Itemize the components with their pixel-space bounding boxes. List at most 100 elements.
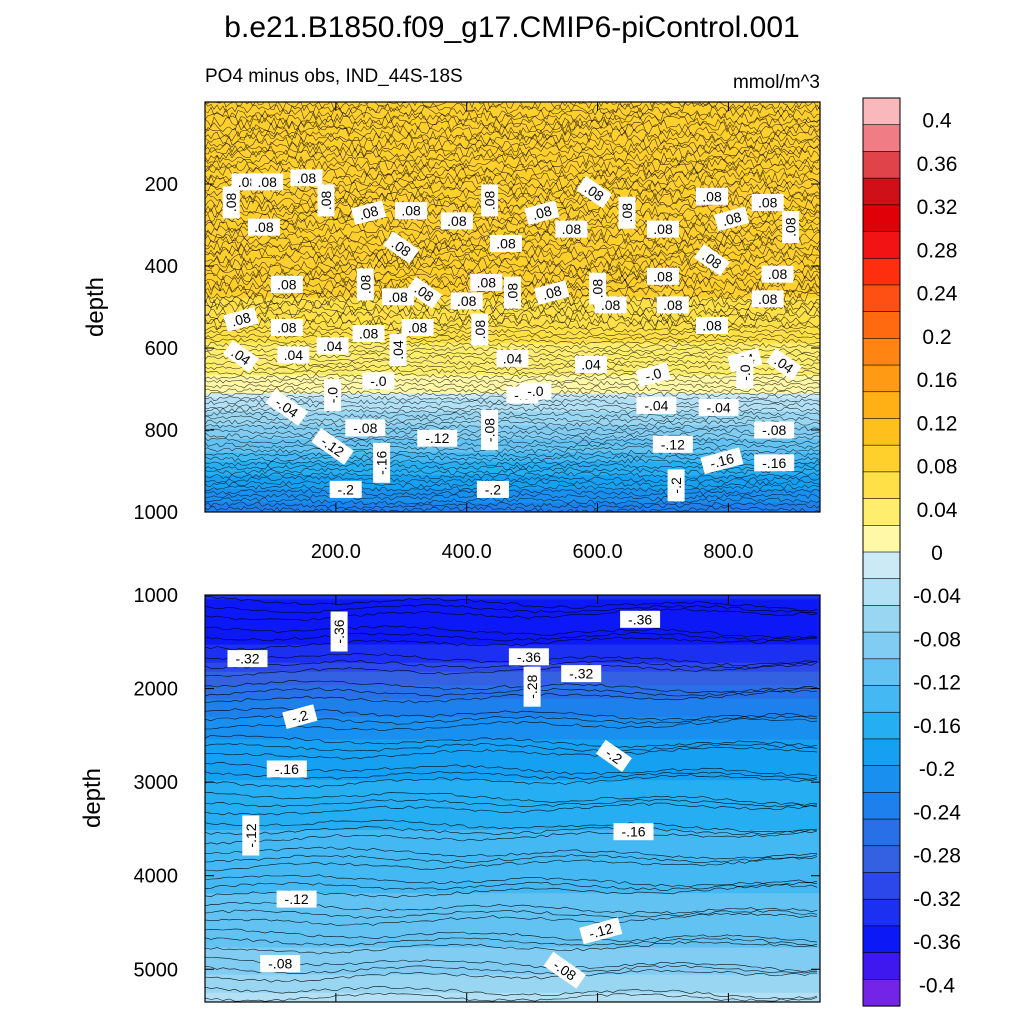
lower-contour-line xyxy=(205,985,818,1000)
lower-contour-line xyxy=(205,798,818,808)
upper-contour-label: -.0 xyxy=(362,372,395,390)
upper-contour-label: .08 xyxy=(504,276,521,309)
svg-text:-.32: -.32 xyxy=(235,651,259,667)
colorbar-tick-label: -0.04 xyxy=(913,585,961,608)
lower-depth-band xyxy=(205,811,820,817)
lower-contour-line xyxy=(205,771,818,780)
upper-y-axis-label: depth xyxy=(82,277,109,337)
lower-depth-band xyxy=(205,879,820,885)
lower-depth-band xyxy=(205,970,820,976)
upper-depth-band xyxy=(205,256,820,262)
lower-contour-line xyxy=(205,636,818,650)
upper-contour-line xyxy=(205,445,820,454)
lower-depth-band xyxy=(205,744,820,750)
svg-text:-.16: -.16 xyxy=(708,450,736,472)
colorbar-segment xyxy=(862,952,901,980)
svg-text:-.0: -.0 xyxy=(325,387,341,404)
svg-text:-.08: -.08 xyxy=(268,956,292,972)
upper-depth-band xyxy=(205,183,820,189)
lower-depth-band xyxy=(205,852,820,858)
upper-panel: 200.0 400.0 600.0 800.0 200 400 600 800 1000 .08… xyxy=(82,101,821,563)
lower-contour-line xyxy=(205,846,818,860)
lower-contour-label: -.36 xyxy=(508,648,549,666)
colorbar-segment xyxy=(862,364,901,393)
svg-text:-.08: -.08 xyxy=(353,420,377,436)
upper-contour-line xyxy=(205,248,820,263)
lower-depth-band xyxy=(205,676,820,682)
lower-depth-band xyxy=(205,626,820,632)
lower-contour-line xyxy=(205,608,818,622)
upper-contour-label: .08 xyxy=(270,275,303,293)
lower-depth-band xyxy=(205,734,820,741)
upper-contour-label: -.08 xyxy=(345,419,386,437)
upper-depth-band xyxy=(205,343,820,349)
lower-depth-band xyxy=(205,956,820,962)
colorbar-segment xyxy=(862,551,901,580)
upper-contour-line xyxy=(205,484,820,493)
svg-text:.08: .08 xyxy=(720,208,743,229)
lower-depth-band xyxy=(205,644,820,650)
figure-title: b.e21.B1850.f09_g17.CMIP6-piControl.001 xyxy=(224,11,799,44)
svg-text:-.2: -.2 xyxy=(668,477,684,494)
colorbar-segment xyxy=(862,845,901,874)
upper-y-tick-label: 400 xyxy=(145,256,178,278)
svg-text:-.16: -.16 xyxy=(621,824,645,840)
colorbar-segment xyxy=(862,231,901,259)
colorbar-segment xyxy=(862,391,901,420)
upper-contour-line xyxy=(205,149,820,163)
colorbar-tick-label: 0.32 xyxy=(917,196,958,219)
svg-text:.08: .08 xyxy=(530,202,553,223)
lower-depth-band xyxy=(205,707,820,713)
lower-depth-band xyxy=(205,621,820,628)
svg-text:.08: .08 xyxy=(257,174,277,190)
lower-depth-band xyxy=(205,793,820,799)
lower-depth-band xyxy=(205,929,820,935)
upper-contour-label: -.0 xyxy=(324,379,342,412)
upper-contour-label: .08 xyxy=(440,212,473,230)
upper-depth-band xyxy=(205,416,820,422)
svg-text:-.04: -.04 xyxy=(644,397,668,413)
upper-contour-label: .08 xyxy=(251,173,284,191)
lower-contour-line xyxy=(205,992,818,1002)
svg-text:-.16: -.16 xyxy=(762,455,786,471)
upper-contour-line xyxy=(205,467,820,475)
colorbar-segment xyxy=(862,444,901,473)
upper-depth-band xyxy=(205,202,820,208)
upper-contour-label: .08 xyxy=(656,296,689,314)
lower-contour-label: -.36 xyxy=(330,611,348,652)
upper-contour-line xyxy=(205,114,820,129)
lower-depth-band xyxy=(205,974,820,980)
svg-text:.08: .08 xyxy=(254,219,274,235)
colorbar-tick-label: -0.28 xyxy=(913,845,961,868)
colorbar-segment xyxy=(862,925,901,954)
upper-depth-band xyxy=(205,270,820,276)
svg-text:-.36: -.36 xyxy=(517,649,541,665)
lower-plot-frame xyxy=(204,594,821,1003)
colorbar-segment xyxy=(862,631,901,660)
svg-text:.04: .04 xyxy=(390,340,406,360)
upper-contour-line xyxy=(205,102,820,112)
colorbar-segment xyxy=(862,311,901,339)
upper-contour-label: .08 xyxy=(223,306,259,332)
upper-contour-line xyxy=(205,415,820,424)
upper-contour-line xyxy=(205,333,820,341)
upper-depth-band xyxy=(205,261,820,267)
lower-depth-band xyxy=(205,992,820,998)
lower-depth-band xyxy=(205,603,820,609)
upper-contour-label: -.08 xyxy=(481,410,499,450)
lower-depth-band xyxy=(205,753,820,759)
lower-contour-line xyxy=(205,830,818,845)
upper-y-tick-label: 200 xyxy=(145,174,178,196)
lower-contour-line xyxy=(205,761,818,777)
svg-text:.08: .08 xyxy=(388,289,408,305)
lower-depth-band xyxy=(205,716,820,723)
svg-text:.08: .08 xyxy=(496,235,516,251)
lower-contour-line xyxy=(205,734,818,748)
lower-depth-band xyxy=(205,725,820,732)
upper-contour-line xyxy=(205,337,820,346)
lower-y-tick-label: 5000 xyxy=(134,959,179,981)
colorbar-tick-label: 0.08 xyxy=(917,456,958,479)
upper-contour-label: -.16 xyxy=(700,447,744,475)
upper-contour-label: -.0 xyxy=(736,356,754,389)
lower-depth-band xyxy=(205,834,820,840)
